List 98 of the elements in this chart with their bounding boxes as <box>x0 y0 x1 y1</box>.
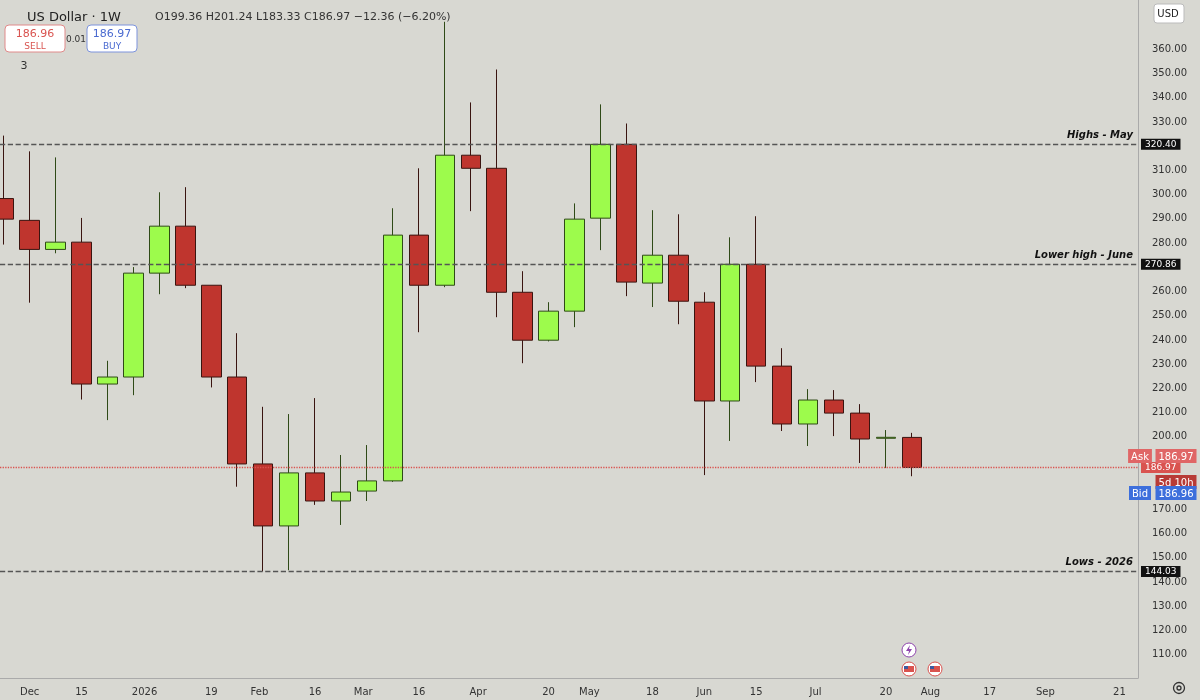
text: 186.97 <box>1145 462 1177 473</box>
x-tick-label: 16 <box>308 685 322 697</box>
text: O199.36 H201.24 L183.33 C186.97 −12.36 (−6.20%) <box>155 10 451 23</box>
x-tick-label: 21 <box>1113 685 1126 697</box>
text: 144.03 <box>1145 566 1177 577</box>
candlestick <box>461 101 481 212</box>
x-tick-label: 16 <box>412 685 426 697</box>
x-tick-label: Sep <box>1035 685 1055 697</box>
ref-line-label: Lower high - June <box>1034 248 1134 260</box>
candlestick <box>824 389 844 437</box>
candlestick <box>616 122 637 297</box>
y-tick-label: 150.00 <box>1152 551 1187 563</box>
x-tick-label: 20 <box>542 685 555 697</box>
x-tick-label: 18 <box>646 685 659 697</box>
x-tick-label: Jul <box>808 685 822 697</box>
candlestick <box>123 266 144 396</box>
candlestick <box>201 284 222 388</box>
x-tick-label: 19 <box>204 685 218 697</box>
x-tick-label: 2026 <box>131 685 158 697</box>
candlestick <box>720 236 740 442</box>
annotation: 186.96 <box>15 26 55 40</box>
candlestick <box>19 150 40 304</box>
candlestick <box>253 406 273 572</box>
y-tick-label: 350.00 <box>1152 67 1187 79</box>
y-tick-label: 160.00 <box>1152 527 1187 539</box>
text: USD <box>1157 7 1179 19</box>
y-tick-label: 220.00 <box>1152 381 1187 393</box>
y-tick-label: 330.00 <box>1152 115 1187 127</box>
x-tick-label: Feb <box>250 685 269 697</box>
x-tick-label: 20 <box>879 685 893 697</box>
candlestick <box>512 270 533 364</box>
y-tick-label: 200.00 <box>1152 430 1187 442</box>
y-tick-label: 170.00 <box>1152 503 1187 514</box>
candlestick <box>71 217 92 401</box>
x-tick-label: Apr <box>469 685 488 697</box>
candlestick <box>746 215 766 383</box>
x-tick-label: 15 <box>749 685 763 697</box>
y-tick-label: 210.00 <box>1152 406 1187 418</box>
candlestick <box>486 69 507 318</box>
x-tick-label: Mar <box>353 685 374 697</box>
text: 5d 10h <box>1158 476 1194 488</box>
x-tick-label: Aug <box>920 685 941 697</box>
candlestick <box>694 291 715 476</box>
y-tick-label: 360.00 <box>1152 42 1187 54</box>
candlestick <box>876 429 896 469</box>
candlestick <box>149 191 170 295</box>
annotation: BUY <box>102 41 122 51</box>
ref-line-label: Highs - May <box>1066 128 1134 140</box>
y-tick-label: 120.00 <box>1152 624 1187 636</box>
candlestick <box>331 454 351 526</box>
text: 320.40 <box>1145 139 1177 150</box>
y-tick-label: 290.00 <box>1152 212 1187 224</box>
candlestick <box>772 347 792 432</box>
y-tick-label: 240.00 <box>1152 333 1187 345</box>
y-tick-label: 230.00 <box>1152 357 1187 369</box>
x-tick-label: 15 <box>75 685 88 697</box>
x-tick-label: 17 <box>983 685 997 697</box>
y-tick-label: 110.00 <box>1152 648 1187 660</box>
y-tick-label: 280.00 <box>1152 236 1187 248</box>
candlestick <box>227 332 247 488</box>
y-tick-label: 130.00 <box>1152 599 1187 611</box>
candlestick <box>97 360 118 421</box>
annotation: 0.01 <box>65 34 87 44</box>
annotation: 186.97 <box>92 26 132 40</box>
x-tick-label: Dec <box>19 685 40 697</box>
y-tick-label: 340.00 <box>1152 91 1187 103</box>
annotation: Bid <box>1132 487 1148 499</box>
y-tick-label: 310.00 <box>1152 164 1187 175</box>
text: 186.96 <box>1158 487 1194 499</box>
candlestick <box>175 186 196 289</box>
y-tick-label: 260.00 <box>1152 285 1187 297</box>
candlestick <box>850 403 870 464</box>
candlestick <box>902 432 922 477</box>
candlestick <box>668 213 689 325</box>
candlestick <box>383 207 403 483</box>
y-tick-label: 140.00 <box>1152 575 1187 587</box>
candlestick <box>435 21 455 288</box>
candlestick <box>357 444 377 502</box>
candlestick <box>45 156 66 254</box>
annotation: Ask <box>1131 450 1150 462</box>
candlestick <box>564 202 585 328</box>
candlestick <box>409 167 429 333</box>
text: US Dollar · 1W <box>27 9 122 24</box>
ref-line-label: Lows - 2026 <box>1065 555 1134 567</box>
annotation: 3 <box>20 58 28 72</box>
y-tick-label: 250.00 <box>1152 309 1187 321</box>
text: 186.97 <box>1158 450 1194 462</box>
x-tick-label: May <box>579 685 600 697</box>
candlestick <box>590 103 611 251</box>
candlestick <box>538 301 559 342</box>
annotation: SELL <box>24 41 46 51</box>
candlestick <box>642 209 663 308</box>
candlestick <box>305 397 325 506</box>
y-tick-label: 300.00 <box>1152 188 1187 200</box>
candlestick <box>279 413 299 571</box>
candlestick <box>798 388 818 447</box>
x-tick-label: Jun <box>695 685 713 697</box>
text: 270.86 <box>1145 259 1177 270</box>
